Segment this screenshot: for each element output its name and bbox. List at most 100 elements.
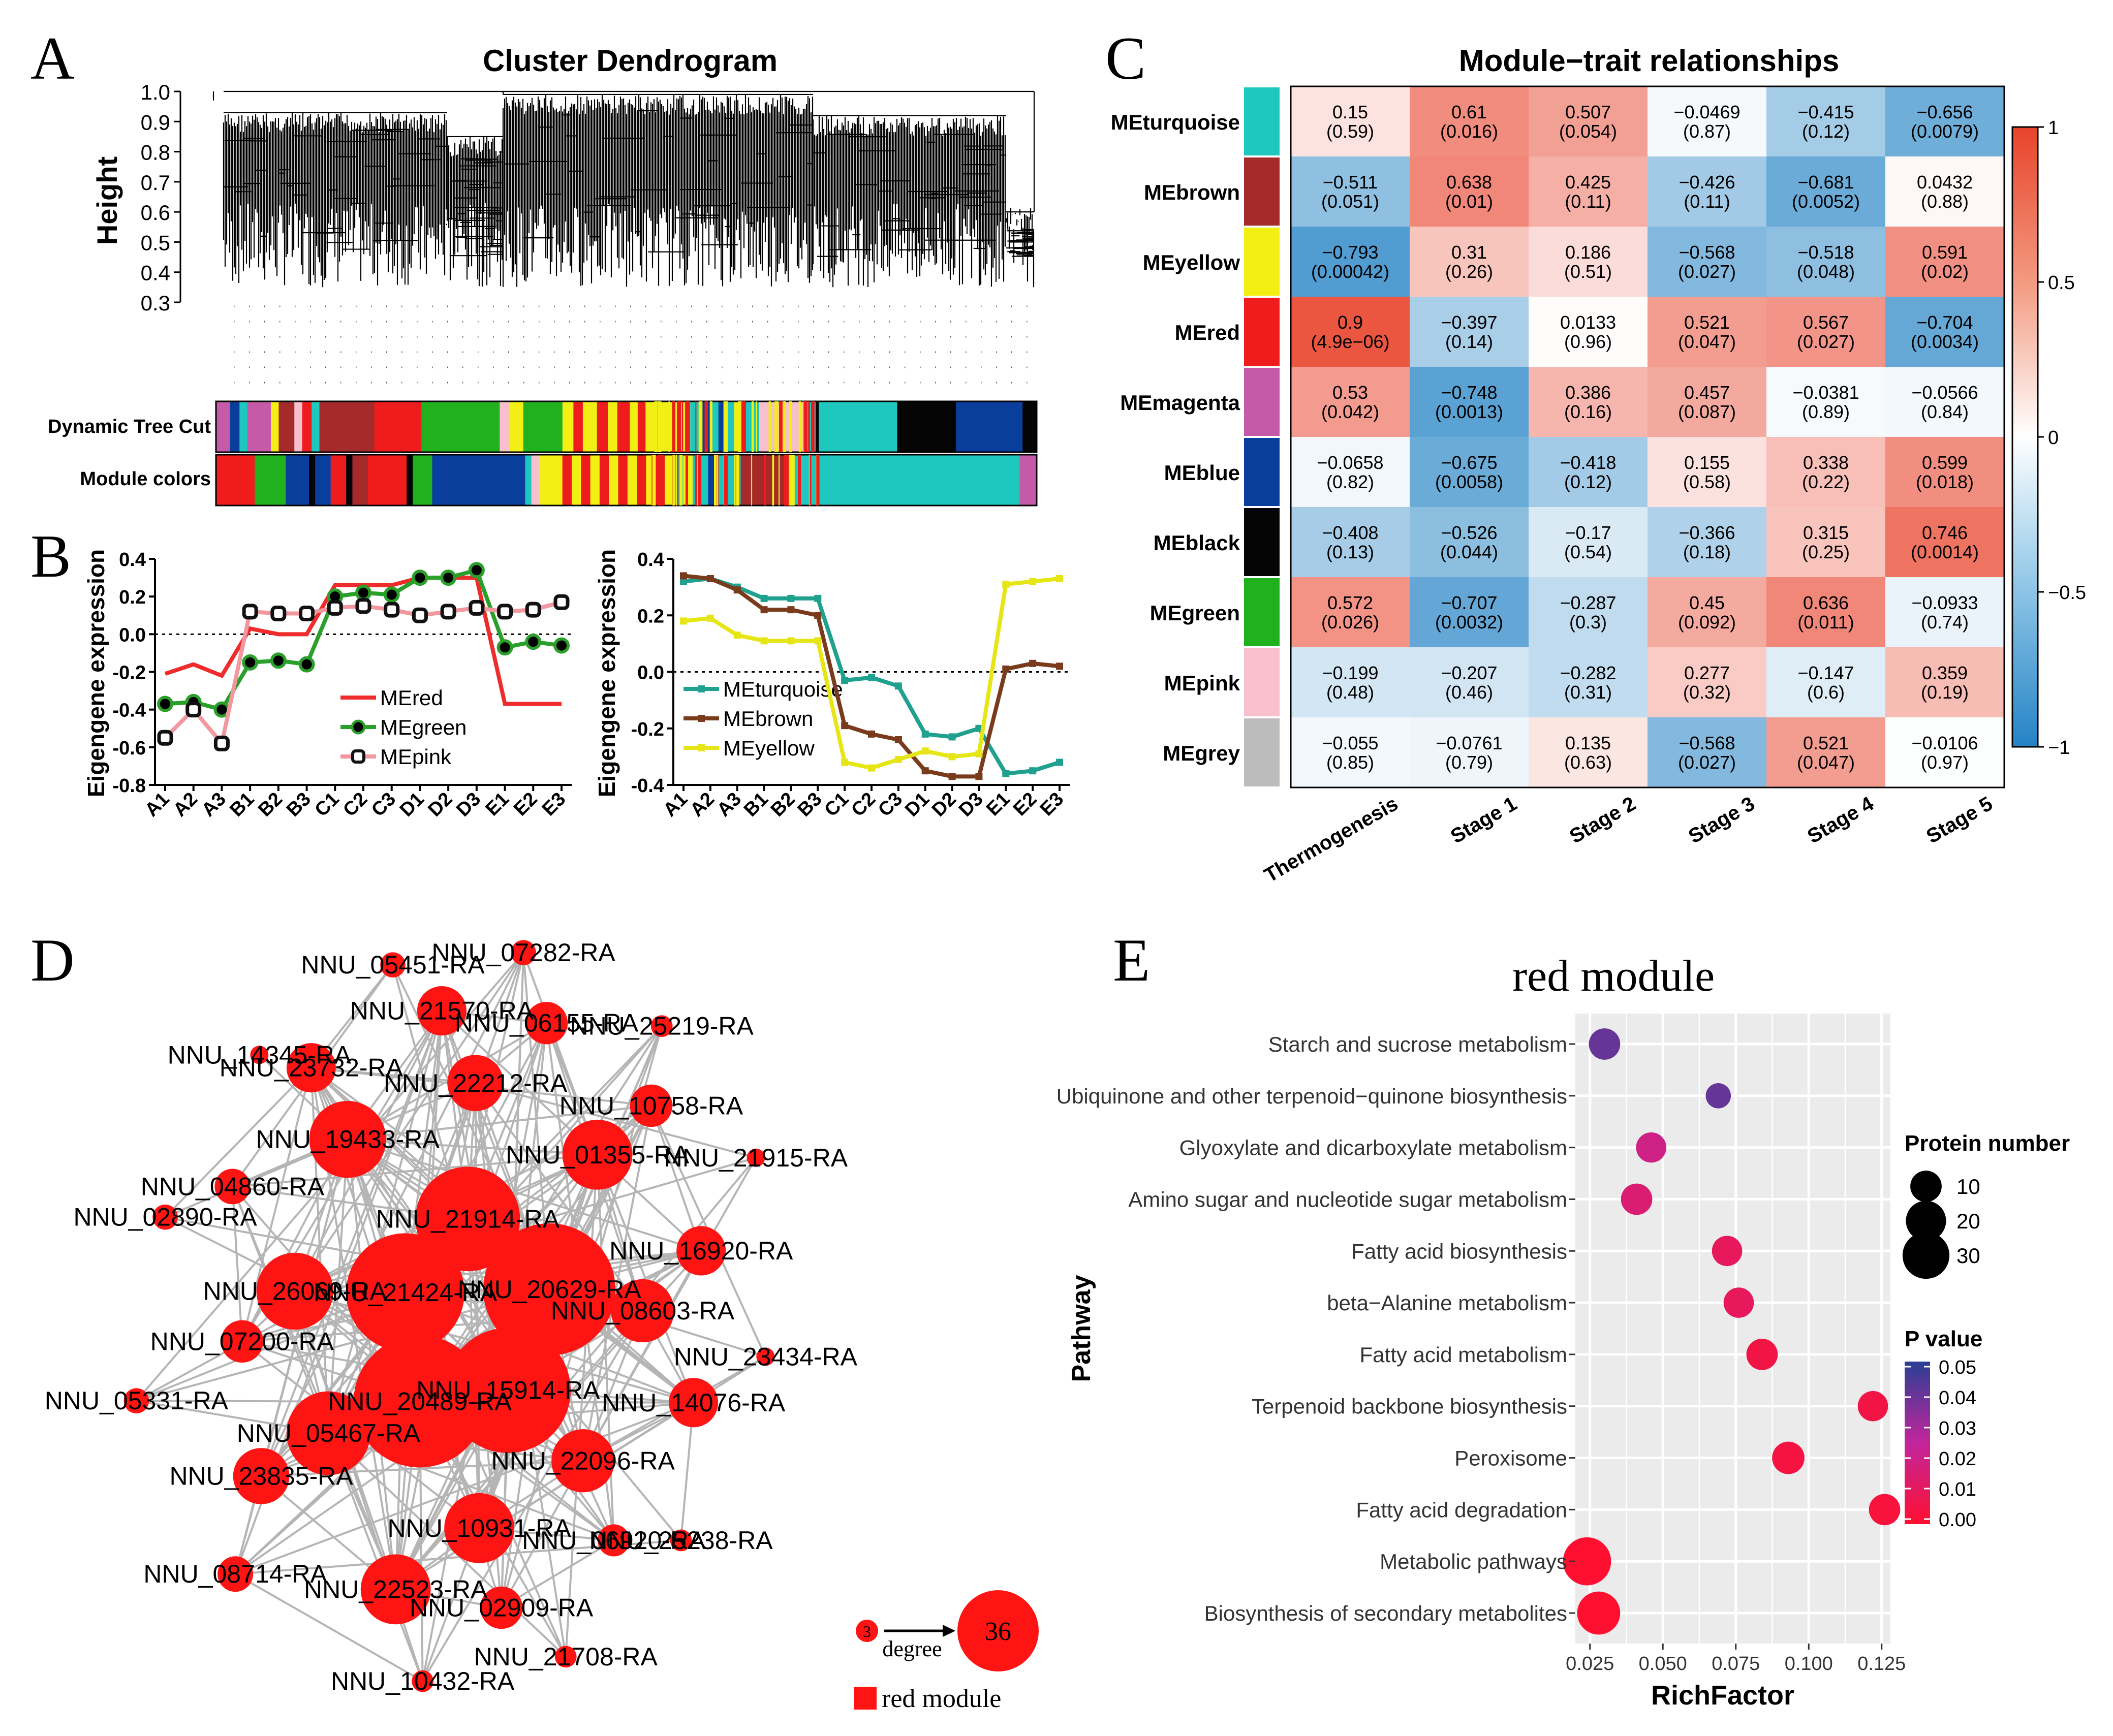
- enrichment-point: [1577, 1591, 1621, 1635]
- network-node: [415, 1166, 520, 1272]
- data-point: [787, 606, 795, 614]
- color-row-stripe: [785, 455, 787, 506]
- color-row-label-dynamic: Dynamic Tree Cut: [48, 416, 211, 437]
- cell-pvalue: (0.48): [1326, 682, 1374, 703]
- cell-correlation: −0.397: [1441, 312, 1497, 333]
- data-point: [213, 735, 230, 751]
- heatmap-cell: [1529, 577, 1648, 647]
- enrichment-point: [1705, 1083, 1731, 1109]
- cell-correlation: −0.518: [1797, 242, 1854, 263]
- color-row-segment: [618, 455, 628, 506]
- color-row-stripe: [676, 455, 677, 506]
- color-row-segment: [531, 455, 540, 506]
- heatmap-cell: [1766, 717, 1885, 787]
- heatmap-cell: [1766, 577, 1885, 647]
- cell-correlation: −0.17: [1565, 522, 1611, 543]
- network-node: [256, 1252, 333, 1330]
- data-point: [384, 602, 400, 618]
- data-point: [841, 759, 849, 766]
- row-label: MEmagenta: [1120, 391, 1240, 415]
- color-row-stripe: [652, 455, 656, 506]
- panel-label-d: D: [30, 926, 75, 994]
- heatmap-cell: [1291, 86, 1410, 156]
- color-row-segment: [787, 455, 1020, 506]
- data-point: [299, 606, 315, 622]
- color-row-stripe: [681, 401, 683, 452]
- data-point: [868, 764, 875, 772]
- network-node: [551, 1429, 615, 1493]
- cell-correlation: 0.277: [1684, 662, 1730, 683]
- x-tick-label: E3: [1036, 788, 1068, 820]
- cell-pvalue: (0.63): [1564, 752, 1612, 773]
- network-node-label: NNU_21915-RA: [664, 1144, 848, 1172]
- cell-pvalue: (0.026): [1321, 612, 1379, 633]
- data-point: [1002, 581, 1010, 588]
- network-node: [123, 1388, 149, 1413]
- color-row-stripe: [724, 455, 728, 506]
- color-row-segment: [278, 401, 295, 452]
- heatmap-cell: [1766, 507, 1885, 577]
- color-row-segment: [609, 455, 619, 506]
- color-row-segment: [500, 401, 510, 452]
- cell-pvalue: (0.0014): [1911, 542, 1979, 562]
- data-point: [921, 767, 929, 775]
- module-color-swatch: [1244, 87, 1280, 155]
- color-row-segment: [302, 401, 312, 452]
- color-row-stripe: [756, 401, 757, 452]
- color-row-segment: [374, 401, 422, 452]
- pathway-label: Amino sugar and nucleotide sugar metabol…: [1128, 1187, 1567, 1211]
- cell-correlation: −0.568: [1679, 733, 1735, 753]
- cell-correlation: 0.386: [1565, 382, 1611, 403]
- module-color-swatch: [1244, 368, 1280, 436]
- color-row-stripe: [811, 401, 815, 452]
- color-row-label-module: Module colors: [80, 468, 211, 490]
- y-tick-label: 0.0: [119, 624, 146, 646]
- row-label: MEred: [1175, 321, 1240, 344]
- y-tick-label: -0.6: [113, 738, 146, 759]
- size-legend-label: 10: [1956, 1175, 1980, 1198]
- color-row-segment: [239, 401, 248, 452]
- network-node-label: NNU_20489-RA: [328, 1387, 512, 1415]
- color-row-stripe: [673, 455, 675, 506]
- dendrogram-y-tick-label: 0.9: [141, 110, 170, 134]
- data-point: [921, 730, 929, 738]
- heatmap-cell: [1529, 86, 1648, 156]
- cell-pvalue: (0.46): [1445, 682, 1493, 703]
- cell-pvalue: (0.11): [1565, 191, 1611, 212]
- panel-label-a: A: [30, 24, 75, 92]
- enrichment-title: red module: [1512, 952, 1715, 1001]
- y-tick-label: 0.4: [119, 549, 146, 571]
- cell-pvalue: (0.01): [1445, 191, 1493, 212]
- color-row-segment: [726, 401, 735, 452]
- color-row-stripe: [657, 401, 662, 452]
- cell-correlation: −0.793: [1322, 242, 1378, 263]
- data-point: [185, 702, 202, 718]
- network-node: [152, 1204, 178, 1230]
- x-tick-label: D1: [396, 788, 428, 821]
- color-row-segment: [571, 455, 581, 506]
- color-row-segment: [645, 401, 656, 452]
- cell-pvalue: (0.047): [1678, 331, 1736, 352]
- y-tick-label: -0.8: [113, 775, 146, 797]
- color-row-stripe: [726, 401, 728, 452]
- module-color-rows: [215, 400, 1038, 507]
- cell-pvalue: (0.97): [1921, 752, 1969, 773]
- color-row-stripe: [687, 401, 690, 452]
- color-row-stripe: [798, 401, 801, 452]
- color-row-segment: [421, 401, 500, 452]
- data-point: [525, 634, 542, 650]
- cell-correlation: 0.567: [1803, 312, 1849, 333]
- enrichment-point: [1589, 1028, 1621, 1060]
- heatmap-cell: [1648, 437, 1766, 507]
- cell-correlation: 0.135: [1565, 733, 1611, 753]
- dendrogram-branches: [212, 90, 1035, 288]
- data-point: [814, 637, 822, 645]
- network-node-label: NNU_08714-RA: [143, 1560, 327, 1588]
- color-row-stripe: [695, 401, 697, 452]
- network-node-label: NNU_10931-RA: [387, 1514, 571, 1542]
- network-node-label: NNU_06920-RA: [522, 1526, 706, 1555]
- legend-label: MEyellow: [723, 736, 815, 760]
- heatmap-cell: [1885, 577, 2004, 647]
- x-tick-label: C2: [339, 788, 371, 821]
- heatmap-cell: [1648, 227, 1766, 297]
